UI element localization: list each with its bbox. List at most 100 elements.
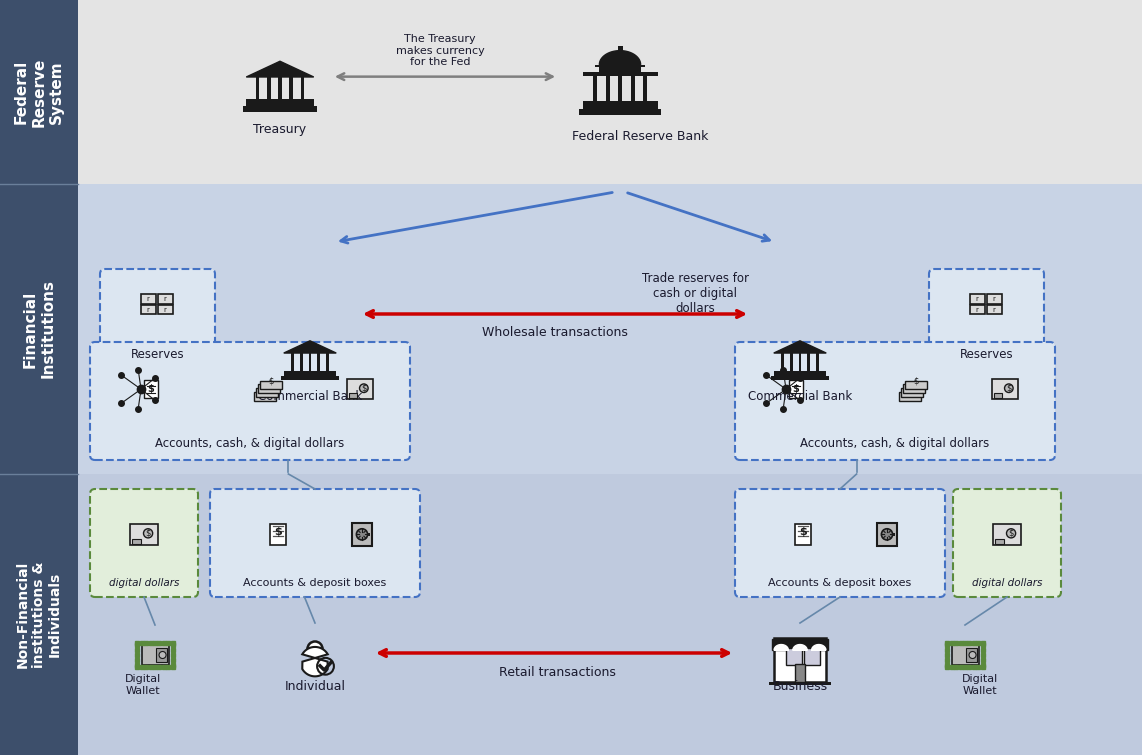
Bar <box>0 184 1142 474</box>
Bar <box>254 392 276 401</box>
Bar <box>352 523 372 546</box>
Circle shape <box>970 652 976 658</box>
Bar <box>951 646 979 664</box>
Bar <box>158 305 172 314</box>
Text: $: $ <box>263 387 267 396</box>
Text: $: $ <box>147 384 154 394</box>
Circle shape <box>360 384 368 393</box>
FancyBboxPatch shape <box>735 489 944 597</box>
Bar <box>300 77 304 100</box>
Polygon shape <box>774 645 788 650</box>
FancyBboxPatch shape <box>90 489 198 597</box>
Bar <box>247 100 314 106</box>
Text: $: $ <box>907 387 912 396</box>
Text: Accounts & deposit boxes: Accounts & deposit boxes <box>243 578 387 588</box>
Bar <box>256 77 259 100</box>
Bar <box>795 524 811 545</box>
Bar <box>131 538 142 544</box>
Bar <box>630 76 635 101</box>
Text: Federal
Reserve
System: Federal Reserve System <box>14 57 64 127</box>
FancyBboxPatch shape <box>954 489 1061 597</box>
Bar <box>0 184 78 474</box>
Circle shape <box>307 642 322 657</box>
Text: $: $ <box>914 376 918 385</box>
Text: r: r <box>975 296 979 302</box>
Bar <box>579 109 661 115</box>
Bar <box>300 353 303 371</box>
Circle shape <box>1005 384 1013 393</box>
Text: Accounts & deposit boxes: Accounts & deposit boxes <box>769 578 911 588</box>
Bar <box>807 353 810 371</box>
Text: $: $ <box>266 380 272 389</box>
Text: r: r <box>163 296 167 302</box>
Bar <box>291 353 293 371</box>
Text: Retail transactions: Retail transactions <box>499 667 616 680</box>
Text: $: $ <box>264 384 270 393</box>
Bar <box>0 0 78 184</box>
Circle shape <box>356 528 368 540</box>
Text: Treasury: Treasury <box>254 123 306 136</box>
Bar <box>618 45 622 51</box>
Bar <box>893 533 895 536</box>
Text: Commercial Bank: Commercial Bank <box>748 390 852 403</box>
Text: Digital
Wallet: Digital Wallet <box>124 674 161 696</box>
Bar <box>994 393 1003 398</box>
Bar <box>899 392 922 401</box>
Text: r: r <box>992 307 996 313</box>
Bar <box>970 305 984 314</box>
Bar <box>144 380 158 399</box>
Text: Non-Financial
institutions &
Individuals: Non-Financial institutions & Individuals <box>16 561 62 668</box>
Bar <box>789 380 803 399</box>
Bar <box>0 0 1142 184</box>
Bar <box>771 376 829 380</box>
Bar <box>271 524 286 545</box>
Bar <box>308 353 312 371</box>
Text: $: $ <box>1008 528 1014 538</box>
Bar <box>327 353 329 371</box>
Polygon shape <box>283 341 336 353</box>
Bar <box>582 72 658 76</box>
Bar <box>795 664 805 683</box>
Text: Business: Business <box>772 680 828 694</box>
Polygon shape <box>303 647 328 676</box>
Bar <box>259 381 282 389</box>
Text: Commercial Bank: Commercial Bank <box>258 390 362 403</box>
Bar <box>798 353 802 371</box>
Polygon shape <box>247 61 314 77</box>
Bar <box>804 649 820 665</box>
Text: Financial
Institutions: Financial Institutions <box>23 279 55 378</box>
Bar <box>140 305 155 314</box>
Bar <box>987 305 1002 314</box>
Text: $: $ <box>361 384 367 393</box>
Bar <box>289 77 293 100</box>
Bar <box>970 294 984 304</box>
Bar <box>256 388 279 397</box>
Bar <box>790 353 793 371</box>
Bar <box>774 638 826 683</box>
FancyBboxPatch shape <box>90 342 410 460</box>
Circle shape <box>144 528 153 538</box>
Bar <box>786 649 802 665</box>
Polygon shape <box>812 645 826 650</box>
FancyBboxPatch shape <box>210 489 420 597</box>
Text: digital dollars: digital dollars <box>972 578 1043 588</box>
Bar <box>994 524 1021 545</box>
Bar <box>593 76 597 101</box>
Bar <box>158 294 172 304</box>
Text: $: $ <box>799 527 807 538</box>
Bar <box>243 106 317 112</box>
Bar <box>781 353 783 371</box>
Bar <box>987 294 1002 304</box>
Text: r: r <box>992 296 996 302</box>
Text: $: $ <box>1006 384 1012 393</box>
Text: r: r <box>975 307 979 313</box>
Bar <box>347 380 372 399</box>
Text: $: $ <box>793 384 799 394</box>
Circle shape <box>882 528 893 540</box>
Bar <box>770 683 830 685</box>
Text: Accounts, cash, & digital dollars: Accounts, cash, & digital dollars <box>155 436 345 449</box>
Text: r: r <box>146 296 150 302</box>
Text: Digital
Wallet: Digital Wallet <box>962 674 998 696</box>
Polygon shape <box>774 341 827 353</box>
Text: Federal Reserve Bank: Federal Reserve Bank <box>572 130 708 143</box>
